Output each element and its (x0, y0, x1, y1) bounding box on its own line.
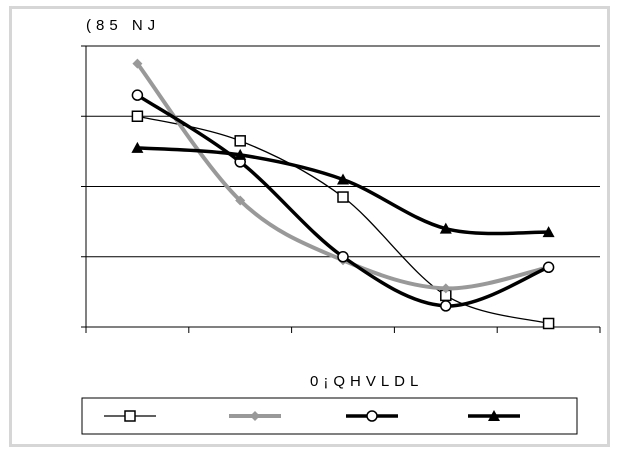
point-marker (124, 410, 136, 422)
legend-item (346, 410, 398, 422)
point-marker (131, 110, 144, 122)
series-line (137, 115, 549, 325)
point-marker (542, 226, 555, 238)
x-axis-label: 0¡QHVLDL (310, 373, 423, 390)
point-marker (542, 317, 555, 330)
legend-item (229, 411, 281, 421)
point-marker (366, 410, 378, 422)
legend-item (104, 410, 156, 422)
point-marker (234, 135, 246, 147)
series-line (135, 62, 550, 291)
point-marker (337, 173, 349, 185)
gridlines (86, 45, 600, 258)
point-marker (250, 411, 260, 421)
point-marker (132, 58, 143, 69)
series-4 (131, 141, 555, 238)
point-marker (542, 261, 555, 274)
point-marker (337, 251, 349, 263)
series-layer (131, 58, 555, 330)
point-marker (131, 141, 144, 153)
axes (81, 45, 601, 333)
y-axis-label: (85 NJ (86, 17, 160, 34)
point-marker (337, 191, 349, 203)
legend (104, 410, 520, 422)
legend-item (468, 410, 520, 421)
series-line (137, 146, 549, 236)
point-marker (234, 148, 247, 160)
point-marker (131, 89, 144, 101)
point-marker (440, 300, 452, 312)
point-marker (439, 222, 452, 234)
point-marker (440, 283, 451, 294)
point-marker (235, 195, 246, 206)
point-marker (488, 410, 500, 421)
